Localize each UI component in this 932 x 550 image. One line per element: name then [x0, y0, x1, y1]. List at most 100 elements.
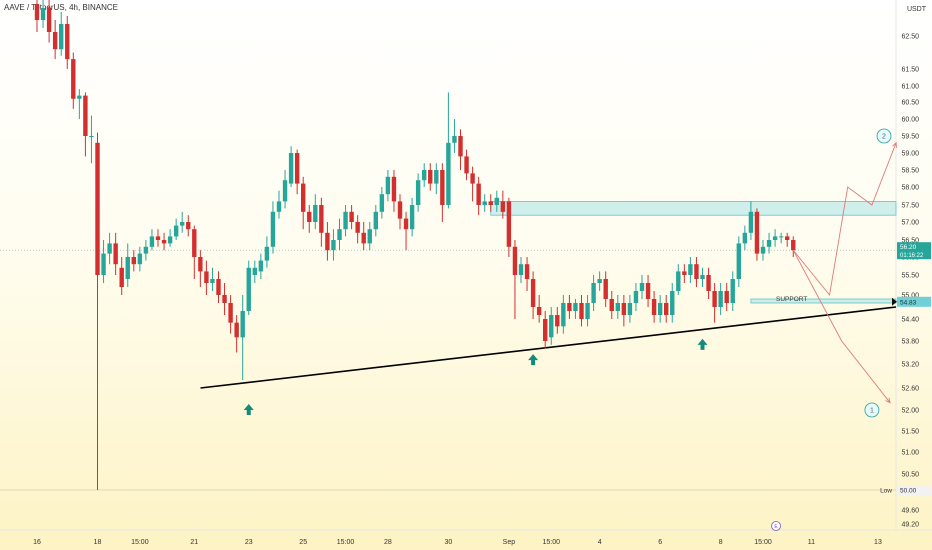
y-tick-label: 59.00 [901, 151, 919, 158]
support-pointer-icon [892, 297, 897, 306]
ascending-trendline [200, 306, 897, 389]
candle-body [470, 173, 475, 184]
candle-body [627, 303, 633, 315]
x-tick-label: 15:00 [131, 539, 149, 546]
candle-body [512, 246, 518, 275]
y-tick-label: 57.50 [901, 203, 919, 210]
candle-body [301, 183, 306, 212]
y-tick-label: 58.50 [901, 168, 919, 175]
candle-body [706, 275, 711, 291]
candle-body [409, 205, 415, 230]
candle-body [573, 303, 578, 311]
candle-body [258, 260, 264, 272]
y-tick-label: 54.40 [901, 317, 919, 324]
x-tick-label: 21 [190, 539, 198, 546]
current-price-tag [897, 242, 931, 260]
candle-body [597, 279, 602, 283]
candle-body [343, 211, 348, 230]
candle-body [161, 240, 167, 244]
candle-body [742, 232, 748, 244]
up-arrow-icon [528, 354, 539, 366]
candle-body [391, 176, 397, 202]
scenario-marker-2 [876, 128, 892, 144]
candle-body [561, 303, 566, 327]
up-arrow-icon [243, 404, 254, 415]
candle-body [651, 299, 657, 315]
candle-body [337, 229, 342, 240]
y-tick-label: 53.80 [901, 339, 919, 346]
candle-body [65, 24, 70, 60]
candle-body [700, 275, 705, 279]
candle-body [688, 264, 693, 275]
candle-body [664, 303, 669, 315]
candle-body [40, 8, 46, 20]
scenario-marker-label: 1 [870, 408, 874, 415]
candle-body [645, 283, 651, 299]
candle-body [712, 291, 717, 307]
candle-body [415, 180, 421, 205]
candle-body [186, 222, 191, 230]
scenario-marker-label: 2 [882, 134, 886, 141]
projection-path-bullish [792, 142, 897, 297]
candle-body [101, 253, 106, 275]
candle-body [288, 153, 294, 184]
candle-body [555, 315, 560, 327]
candle-body [95, 142, 100, 275]
countdown-value: 01:16:22 [900, 253, 924, 259]
candle-body [294, 153, 300, 184]
candle-body [367, 229, 372, 244]
candle-body [246, 267, 251, 311]
x-tick-label: 16 [33, 539, 41, 546]
support-price-tag [897, 296, 931, 307]
candle-body [119, 267, 124, 287]
candle-body [355, 222, 360, 233]
x-tick-label: 13 [874, 539, 882, 546]
y-tick-label: 60.00 [901, 117, 919, 124]
x-tick-label: 6 [658, 539, 662, 546]
candle-body [694, 264, 699, 279]
candle-body [518, 264, 524, 275]
candle-body [724, 291, 729, 303]
candle-body [482, 201, 487, 205]
candle-body [34, 4, 40, 20]
candle-body [621, 303, 627, 315]
projection-path-bullish-arrowhead [892, 141, 897, 148]
candle-body [476, 183, 481, 205]
candle-body [361, 232, 366, 244]
candle-body [657, 303, 663, 315]
currency-label: USDT [906, 6, 926, 13]
candle-body [760, 246, 766, 254]
x-tick-label: 15:00 [542, 539, 560, 546]
candle-body [240, 311, 245, 338]
y-tick-label: 52.60 [901, 386, 919, 393]
candle-body [639, 283, 645, 291]
candle-body [428, 170, 433, 184]
candle-body [748, 211, 754, 233]
candle-body [633, 291, 639, 303]
candle-body [307, 211, 312, 222]
y-tick-label: 51.50 [901, 429, 919, 436]
candle-body [778, 236, 784, 238]
low-label: Low [880, 488, 892, 495]
candle-body [452, 136, 457, 143]
x-tick-label: 15:00 [337, 539, 355, 546]
y-tick-label: 58.00 [901, 185, 919, 192]
candle-body [543, 319, 548, 341]
x-tick-label: 28 [384, 539, 392, 546]
candle-body [331, 240, 336, 251]
candle-body [167, 236, 173, 244]
y-tick-label: 60.50 [901, 100, 919, 107]
candle-body [718, 291, 723, 307]
candle-body [682, 271, 687, 275]
candle-body [422, 170, 427, 181]
candle-body [464, 156, 469, 174]
y-tick-label: 52.00 [901, 408, 919, 415]
x-tick-label: 30 [445, 539, 453, 546]
candle-body [500, 201, 506, 212]
candle-body [736, 243, 741, 279]
candle-body [143, 246, 149, 254]
candle-body [216, 279, 221, 295]
support-zone [750, 298, 897, 304]
candle-body [222, 295, 227, 303]
